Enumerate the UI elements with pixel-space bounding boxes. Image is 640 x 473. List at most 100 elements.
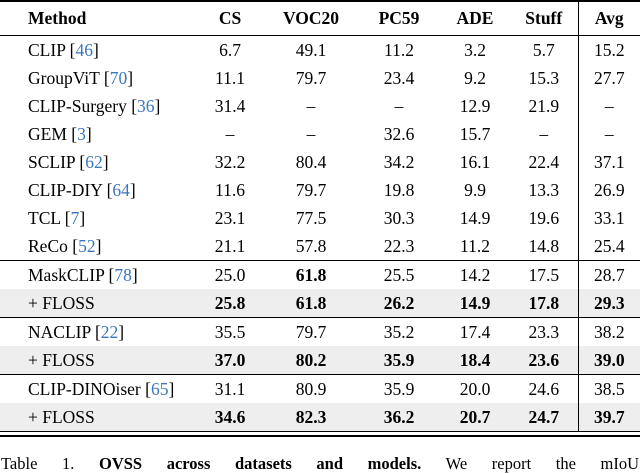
value-cell: 79.7 xyxy=(295,67,327,88)
column-header-avg: Avg xyxy=(577,1,640,36)
table-row: SCLIP [62] 32.2 80.4 34.2 16.1 22.4 37.1 xyxy=(0,148,640,176)
value-cell: 14.2 xyxy=(440,260,510,289)
citation-link[interactable]: 70 xyxy=(109,67,128,88)
value-cell: 18.4 xyxy=(459,349,491,370)
table-caption: Table 1. OVSS across datasets and models… xyxy=(0,453,640,473)
ovss-results-table: Method CS VOC20 PC59 ADE Stuff Avg CLIP [46] 6.… xyxy=(0,0,640,432)
value-cell: 80.4 xyxy=(295,151,327,172)
column-header-pc59: PC59 xyxy=(358,1,440,36)
value-cell: 25.8 xyxy=(214,292,246,313)
citation-link[interactable]: 46 xyxy=(75,39,93,60)
citation-link[interactable]: 3 xyxy=(77,123,86,144)
table-row: + FLOSS 25.8 61.8 26.2 14.9 17.8 29.3 xyxy=(0,289,640,318)
value-cell: 15.7 xyxy=(459,123,491,144)
value-cell: 34.2 xyxy=(383,151,415,172)
method-cell: + FLOSS xyxy=(0,346,196,375)
value-cell: 35.2 xyxy=(358,317,440,346)
table-row: CLIP-DINOiser [65] 31.1 80.9 35.9 20.0 24.6 38… xyxy=(0,374,640,403)
value-cell: 26.2 xyxy=(383,292,415,313)
table-header-row: Method CS VOC20 PC59 ADE Stuff Avg xyxy=(0,1,640,36)
value-cell: 29.3 xyxy=(577,289,640,318)
value-cell: 77.5 xyxy=(295,207,327,228)
method-cell: GEM [3] xyxy=(28,123,92,144)
citation-link[interactable]: 65 xyxy=(150,378,169,399)
value-cell: 19.6 xyxy=(528,207,560,228)
citation-link[interactable]: 62 xyxy=(85,151,103,172)
method-cell: CLIP [46] xyxy=(28,39,99,60)
results-table-wrap: Method CS VOC20 PC59 ADE Stuff Avg CLIP [46] 6.… xyxy=(0,0,640,437)
value-cell: 38.5 xyxy=(577,374,640,403)
value-cell: 37.1 xyxy=(577,148,640,176)
value-cell: 34.6 xyxy=(214,406,246,427)
value-cell: 9.2 xyxy=(464,67,486,88)
method-cell: MaskCLIP [78] xyxy=(0,260,196,289)
method-cell: TCL [7] xyxy=(28,207,86,228)
value-cell: 14.8 xyxy=(528,235,560,256)
value-cell: 17.8 xyxy=(528,292,560,313)
value-cell: 13.3 xyxy=(528,179,560,200)
value-cell: 25.4 xyxy=(577,232,640,261)
column-header-cs: CS xyxy=(196,1,264,36)
value-cell: 20.0 xyxy=(440,374,510,403)
value-cell: 23.6 xyxy=(528,349,560,370)
column-header-ade: ADE xyxy=(440,1,510,36)
citation-link[interactable]: 7 xyxy=(70,207,80,228)
value-cell: 11.6 xyxy=(215,179,245,200)
value-cell: 32.6 xyxy=(383,123,415,144)
method-cell: NACLIP [22] xyxy=(0,317,196,346)
value-cell: 61.8 xyxy=(264,260,358,289)
value-cell: 20.7 xyxy=(459,406,491,427)
value-cell: 26.9 xyxy=(577,176,640,204)
value-cell: 32.2 xyxy=(214,151,246,172)
value-cell: 22.3 xyxy=(383,235,415,256)
value-cell: 14.9 xyxy=(459,292,491,313)
citation-link[interactable]: 36 xyxy=(137,95,155,116)
table-row: ReCo [52] 21.1 57.8 22.3 11.2 14.8 25.4 xyxy=(0,232,640,261)
method-label: CLIP-DIY xyxy=(28,179,103,200)
value-cell: 6.7 xyxy=(219,39,241,60)
citation-link[interactable]: 78 xyxy=(114,264,132,285)
method-label: GroupViT xyxy=(28,67,100,88)
method-cell: + FLOSS xyxy=(0,289,196,318)
table-row: MaskCLIP [78] 25.0 61.8 25.5 14.2 17.5 28.7 xyxy=(0,260,640,289)
value-cell: 12.9 xyxy=(459,95,491,116)
method-cell: + FLOSS xyxy=(0,403,196,432)
value-cell: 23.4 xyxy=(383,67,415,88)
value-cell: 16.1 xyxy=(459,151,491,172)
citation-link[interactable]: 52 xyxy=(78,235,96,256)
table-row: GEM [3] – – 32.6 15.7 – – xyxy=(0,120,640,148)
table-row: NACLIP [22] 35.5 79.7 35.2 17.4 23.3 38.2 xyxy=(0,317,640,346)
method-label: ReCo xyxy=(28,235,68,256)
method-cell: ReCo [52] xyxy=(28,235,102,256)
value-cell: – xyxy=(539,123,549,144)
value-cell: 17.4 xyxy=(440,317,510,346)
value-cell: 14.9 xyxy=(459,207,491,228)
method-cell: CLIP-Surgery [36] xyxy=(28,95,161,116)
value-cell: 35.9 xyxy=(383,349,415,370)
value-cell: 37.0 xyxy=(214,349,246,370)
value-cell: – xyxy=(394,95,404,116)
value-cell: 35.9 xyxy=(358,374,440,403)
value-cell: 15.2 xyxy=(577,35,640,64)
method-label: + FLOSS xyxy=(28,292,95,313)
value-cell: 79.7 xyxy=(295,179,327,200)
method-label: CLIP-Surgery xyxy=(28,95,127,116)
value-cell: 24.7 xyxy=(528,406,560,427)
citation-link[interactable]: 22 xyxy=(100,321,119,342)
value-cell: – xyxy=(577,92,640,120)
caption-label: Table 1. xyxy=(1,453,75,473)
value-cell: 27.7 xyxy=(577,64,640,92)
citation-link[interactable]: 64 xyxy=(112,179,130,200)
value-cell: 23.3 xyxy=(510,317,578,346)
value-cell: 36.2 xyxy=(383,406,415,427)
method-label: CLIP xyxy=(28,39,66,60)
value-cell: 3.2 xyxy=(464,39,486,60)
value-cell: 39.0 xyxy=(577,346,640,375)
value-cell: 24.6 xyxy=(510,374,578,403)
value-cell: – xyxy=(225,123,235,144)
table-row: CLIP [46] 6.7 49.1 11.2 3.2 5.7 15.2 xyxy=(0,35,640,64)
value-cell: – xyxy=(577,120,640,148)
value-cell: 30.3 xyxy=(383,207,415,228)
value-cell: – xyxy=(306,123,316,144)
